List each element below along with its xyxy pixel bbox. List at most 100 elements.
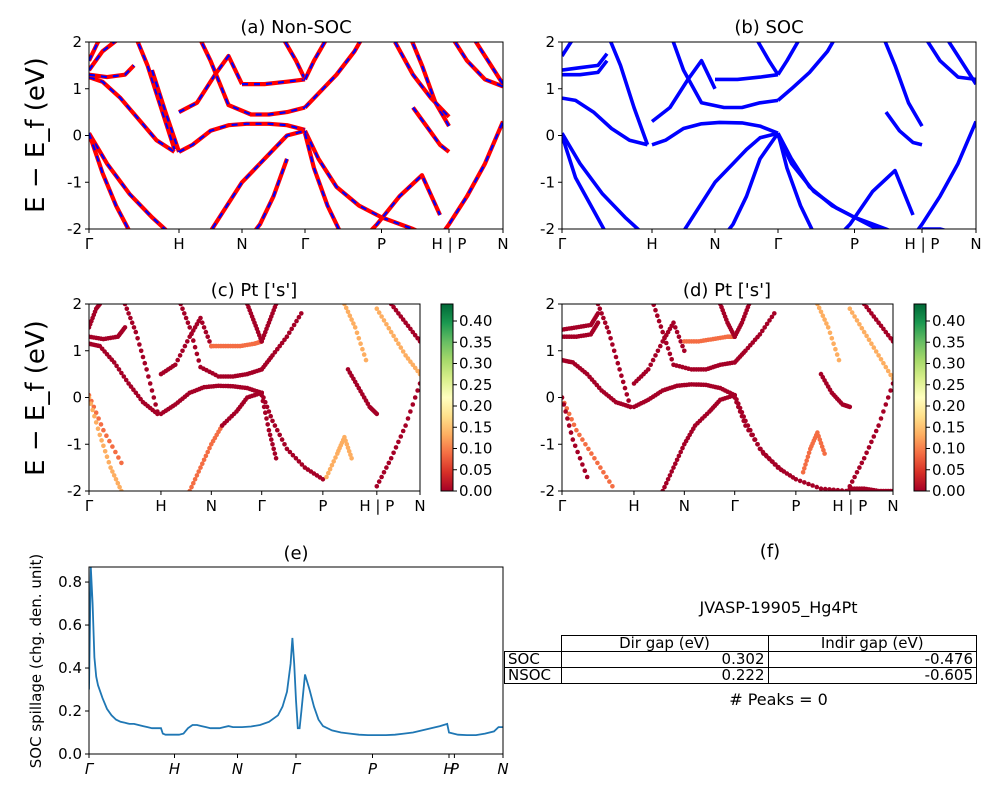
band-dot: [648, 362, 653, 368]
band-dot: [836, 357, 842, 363]
band-dot: [732, 395, 737, 400]
band-dot: [667, 473, 673, 478]
band-dot: [396, 341, 401, 347]
band-dot: [289, 326, 295, 332]
colorbar-tick-label: 0.05: [459, 461, 492, 479]
colorbar-tick-label: 0.35: [932, 333, 965, 351]
colorbar-tick-label: 0.05: [932, 461, 965, 479]
band-dot: [866, 445, 872, 450]
y-tick-label: 1: [72, 342, 82, 360]
y-tick-label: -1: [540, 435, 555, 453]
band-dot: [201, 325, 207, 330]
x-tick-label: H: [628, 497, 639, 515]
band-dot: [351, 321, 356, 326]
band-dot: [117, 484, 122, 490]
band-dot: [287, 330, 292, 336]
band-line-dashed: [453, 42, 503, 88]
band-dot: [769, 314, 775, 320]
band-line-dashed: [412, 106, 450, 153]
band-dot: [133, 329, 139, 335]
band-dot: [602, 320, 608, 326]
panel-d-title: (d) Pt ['s']: [683, 280, 771, 301]
row-label-nsoc: NSOC: [504, 667, 562, 684]
band-dot: [582, 468, 588, 474]
colorbar-gradient: [913, 303, 927, 492]
band-line-nsoc: [443, 120, 503, 229]
band-dot: [571, 422, 577, 428]
band-dot: [651, 304, 656, 308]
band-dot: [814, 484, 820, 490]
band-line-nsoc: [473, 42, 503, 86]
band-line-soc: [925, 42, 976, 82]
band-dot: [155, 409, 160, 414]
band-dot: [843, 488, 849, 491]
band-dot: [101, 443, 106, 449]
band-dot: [622, 385, 628, 391]
band-dot: [857, 465, 862, 470]
band-dot: [324, 474, 329, 480]
band-dot: [342, 434, 347, 440]
band-dot: [883, 364, 889, 370]
x-tick-label: P: [368, 760, 378, 778]
band-dot: [584, 474, 590, 480]
panel-c-pt-s-projection: -2 -1 0 1 2 Γ H N Γ P H | P N (c) Pt ['s'] E − E_f …: [21, 280, 492, 515]
band-dot: [189, 331, 194, 337]
band-dot: [379, 474, 384, 480]
band-dot: [797, 478, 803, 484]
band-dot: [760, 328, 765, 334]
colorbar-tick-label: 0.00: [459, 482, 492, 500]
x-tick-label: N: [497, 235, 508, 253]
band-dot: [818, 486, 824, 491]
band-dot: [737, 409, 743, 414]
band-dot: [96, 416, 101, 421]
band-dot: [770, 459, 775, 465]
x-tick-label: Γ: [85, 235, 94, 253]
band-dot: [177, 353, 183, 358]
band-line-soc: [776, 42, 800, 76]
band-dot: [299, 462, 305, 467]
band-dot: [885, 332, 891, 338]
band-dot: [203, 329, 209, 335]
band-dot: [361, 352, 367, 357]
band-dot: [111, 473, 117, 478]
band-dot: [396, 311, 401, 316]
band-dot: [676, 334, 682, 340]
band-dot: [861, 456, 867, 461]
band-dot: [577, 432, 582, 438]
panel-a-plot-area: -2 -1 0 1 2 Γ H N Γ P H | P N: [67, 33, 509, 253]
y-tick-label: -1: [67, 435, 82, 453]
band-dot: [326, 470, 331, 476]
band-dot: [599, 311, 604, 316]
band-dot: [290, 452, 296, 458]
band-dot: [279, 340, 285, 346]
band-dot: [764, 321, 770, 327]
band-dot: [331, 459, 337, 464]
band-dot: [806, 481, 811, 487]
y-tick-label: -2: [540, 220, 555, 238]
band-dot: [270, 418, 275, 424]
band-dot: [619, 373, 624, 379]
band-dot: [831, 341, 836, 347]
band-dot: [849, 479, 855, 484]
band-dot: [99, 438, 104, 443]
band-dot: [277, 343, 283, 349]
panel-a-non-soc: -2 -1 0 1 2 Γ H N Γ P H | P N (a) Non-SOC E − E_f (…: [21, 17, 509, 253]
band-dot: [333, 455, 338, 460]
band-dot: [736, 404, 741, 410]
band-dot: [743, 423, 748, 428]
band-dot: [349, 317, 354, 322]
band-dot: [575, 449, 580, 455]
band-dot: [767, 318, 772, 323]
band-dot: [343, 305, 349, 311]
band-dot: [852, 474, 857, 480]
x-tick-label: N: [679, 497, 690, 515]
band-line-dashed: [411, 42, 450, 127]
band-dot: [739, 413, 745, 419]
band-dot: [883, 402, 889, 407]
band-line-dashed: [150, 69, 181, 153]
panel-e-series-layer: [89, 567, 503, 736]
band-dot: [839, 488, 845, 491]
band-dot: [628, 404, 633, 410]
band-dot: [601, 470, 606, 475]
band-dot: [680, 343, 685, 349]
